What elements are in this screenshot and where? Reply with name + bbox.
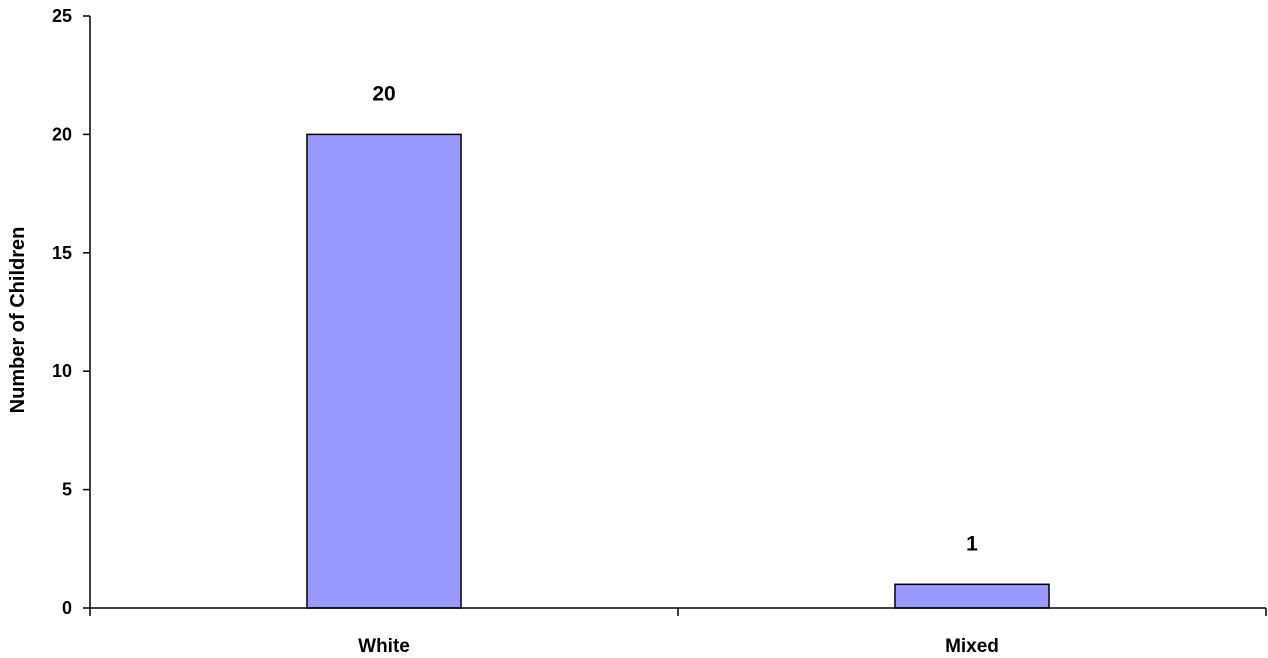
category-labels: White Mixed: [358, 636, 999, 657]
bars: [306, 133, 1050, 609]
data-labels: 20 1: [372, 82, 978, 555]
data-label-white: 20: [372, 82, 395, 105]
y-axis-ticks: 0 5 10 15 20 25: [52, 6, 90, 618]
y-axis-title: Number of Children: [7, 227, 29, 414]
bar-mixed: [894, 583, 1050, 609]
x-axis-ticks: [89, 608, 1267, 616]
data-label-mixed: 1: [966, 532, 978, 555]
y-tick-label: 25: [52, 6, 72, 26]
y-tick-label: 15: [52, 243, 72, 263]
y-tick-label: 0: [62, 598, 72, 618]
y-tick-label: 5: [62, 480, 72, 500]
y-tick-label: 20: [52, 124, 72, 144]
category-label-mixed: Mixed: [945, 636, 999, 657]
category-label-white: White: [358, 636, 410, 657]
bar-white: [306, 133, 462, 609]
y-tick-label: 10: [52, 361, 72, 381]
